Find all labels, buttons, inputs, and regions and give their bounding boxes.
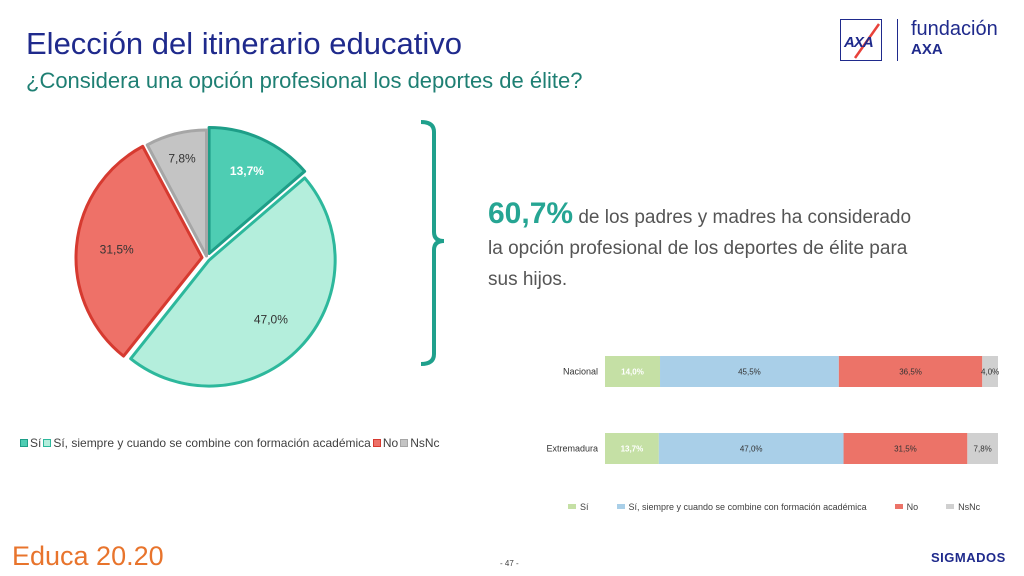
pie-slice-no-label: 31,5%	[100, 243, 134, 257]
bar-legend-si-condicional-swatch	[616, 504, 625, 509]
page-number: - 47 -	[500, 559, 519, 568]
bar-seg-nsnc	[967, 433, 998, 464]
legend-si-condicional-label: Sí, siempre y cuando se combine con form…	[53, 436, 371, 450]
pie-slice-nsnc	[145, 128, 209, 258]
bar-legend: Sí Sí, siempre y cuando se combine con fo…	[568, 502, 1008, 512]
legend-no: No	[372, 436, 399, 450]
legend-si-condicional-swatch	[43, 439, 52, 447]
legend-nsnc-label: NsNc	[410, 436, 440, 450]
logo-axa-word: AXA	[911, 41, 943, 58]
bar-seg-si	[605, 356, 661, 387]
highlight-sentence: de los padres y madres ha considerado la…	[488, 207, 912, 290]
bar-seg-nsnc-label: 4,0%	[981, 368, 999, 377]
bar-legend-no: No	[894, 502, 919, 512]
bar-seg-si-condicional-label: 47,0%	[740, 445, 763, 454]
logo-divider	[897, 19, 898, 61]
pie-chart: 13,7% 47,0% 31,5% 7,8%	[74, 125, 337, 388]
legend-si: Sí	[20, 436, 41, 450]
axa-logo-mark: AXA	[844, 34, 874, 51]
bar-category-label: Extremadura	[546, 444, 598, 454]
highlight-percentage: 60,7%	[488, 197, 574, 230]
bar-seg-no	[838, 356, 983, 387]
bar-seg-si	[605, 433, 659, 464]
legend-nsnc-swatch	[400, 439, 409, 447]
logo-fundacion: fundación	[911, 18, 998, 40]
bar-category-label: Nacional	[563, 367, 598, 377]
bar-seg-no-label: 31,5%	[894, 445, 917, 454]
legend-no-swatch	[372, 439, 381, 447]
sigmados-logo: SIGMADOS	[931, 550, 1006, 565]
highlight-text: 60,7% de los padres y madres ha consider…	[488, 198, 928, 295]
educa-brand: Educa 20.20	[12, 541, 164, 571]
pie-slice-si-label: 13,7%	[230, 164, 264, 178]
pie-legend: Sí Sí, siempre y cuando se combine con fo…	[20, 436, 442, 450]
legend-no-label: No	[382, 436, 399, 450]
bar-seg-nsnc-label: 7,8%	[974, 445, 992, 454]
bar-legend-si-condicional: Sí, siempre y cuando se combine con form…	[616, 502, 867, 512]
bar-legend-nsnc-swatch	[946, 504, 955, 509]
bar-legend-nsnc: NsNc	[946, 502, 980, 512]
bar-seg-si-condicional	[658, 433, 844, 464]
axa-logo-icon: AXA	[840, 19, 882, 61]
pie-slice-no	[74, 144, 204, 358]
bracket-icon	[420, 120, 445, 366]
bar-legend-nsnc-label: NsNc	[958, 502, 981, 512]
pie-slice-si	[207, 125, 307, 255]
bar-seg-no-label: 36,5%	[899, 368, 922, 377]
legend-nsnc: NsNc	[400, 436, 440, 450]
bar-seg-no	[843, 433, 968, 464]
pie-slice-nsnc-label: 7,8%	[168, 151, 196, 165]
pie-slice-si-condicional-label: 47,0%	[254, 313, 288, 327]
bar-legend-no-label: No	[906, 502, 919, 512]
bar-legend-si: Sí	[568, 502, 589, 512]
pie-slice-si-condicional	[129, 176, 337, 388]
bar-legend-si-label: Sí	[580, 502, 589, 512]
stacked-bar-chart: Nacional 14,0% 45,5% 36,5% 4,0% Extremadura 13…	[546, 356, 999, 464]
bar-seg-si-condicional	[660, 356, 839, 387]
legend-si-condicional: Sí, siempre y cuando se combine con form…	[43, 436, 371, 450]
page-title: Elección del itinerario educativo	[26, 26, 462, 61]
bar-seg-si-label: 13,7%	[621, 445, 644, 454]
bar-legend-si-condicional-label: Sí, siempre y cuando se combine con form…	[628, 502, 867, 512]
page-subtitle: ¿Considera una opción profesional los de…	[26, 68, 583, 93]
bar-legend-no-swatch	[894, 504, 903, 509]
bar-legend-si-swatch	[568, 504, 576, 509]
bar-seg-nsnc	[982, 356, 998, 387]
legend-si-swatch	[20, 439, 28, 447]
axa-slash-icon	[853, 23, 881, 59]
bar-seg-si-condicional-label: 45,5%	[738, 368, 761, 377]
legend-si-label: Sí	[30, 436, 42, 450]
bar-seg-si-label: 14,0%	[621, 368, 644, 377]
